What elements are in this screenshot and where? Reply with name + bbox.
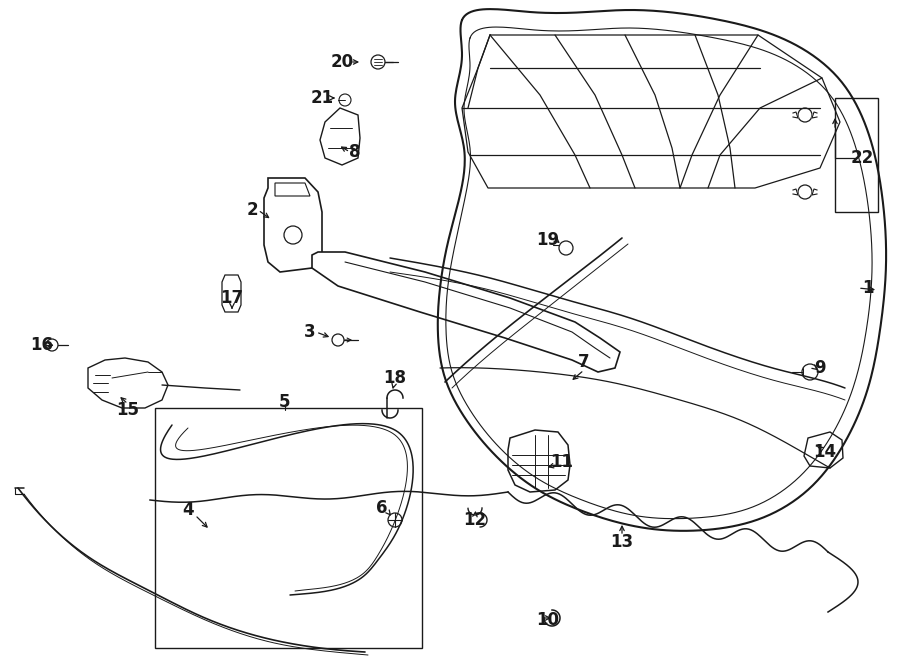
- Text: 17: 17: [220, 289, 244, 307]
- Text: 19: 19: [536, 231, 560, 249]
- Polygon shape: [88, 358, 168, 408]
- Polygon shape: [812, 112, 817, 118]
- Polygon shape: [222, 275, 241, 312]
- Text: 4: 4: [182, 501, 194, 519]
- Text: 2: 2: [247, 201, 257, 219]
- Circle shape: [371, 55, 385, 69]
- Text: 1: 1: [862, 279, 874, 297]
- Text: 12: 12: [464, 511, 487, 529]
- Text: 6: 6: [376, 499, 388, 517]
- Text: 5: 5: [279, 393, 291, 411]
- Polygon shape: [804, 432, 843, 468]
- Text: 16: 16: [31, 336, 53, 354]
- Circle shape: [332, 334, 344, 346]
- Text: 10: 10: [536, 611, 560, 629]
- Text: 14: 14: [814, 443, 837, 461]
- Text: 9: 9: [814, 359, 826, 377]
- Circle shape: [802, 364, 818, 380]
- Text: 21: 21: [310, 89, 334, 107]
- Polygon shape: [312, 252, 620, 372]
- Text: 15: 15: [116, 401, 140, 419]
- Text: 13: 13: [610, 533, 634, 551]
- Text: 7: 7: [578, 353, 590, 371]
- Text: 18: 18: [383, 369, 407, 387]
- Circle shape: [798, 108, 812, 122]
- Text: 20: 20: [330, 53, 354, 71]
- Polygon shape: [437, 9, 886, 531]
- Text: 8: 8: [349, 143, 361, 161]
- Text: 11: 11: [551, 453, 573, 471]
- Polygon shape: [793, 112, 798, 118]
- Polygon shape: [812, 189, 817, 195]
- Text: 3: 3: [304, 323, 316, 341]
- Polygon shape: [508, 430, 570, 492]
- Circle shape: [798, 185, 812, 199]
- Circle shape: [559, 241, 573, 255]
- Polygon shape: [264, 178, 322, 272]
- Polygon shape: [793, 189, 798, 195]
- Polygon shape: [320, 108, 360, 165]
- Circle shape: [339, 94, 351, 106]
- Text: 22: 22: [850, 149, 874, 167]
